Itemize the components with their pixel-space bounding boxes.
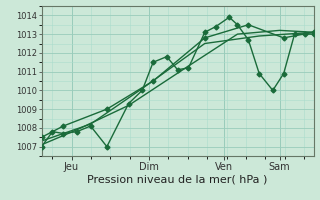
- X-axis label: Pression niveau de la mer( hPa ): Pression niveau de la mer( hPa ): [87, 174, 268, 184]
